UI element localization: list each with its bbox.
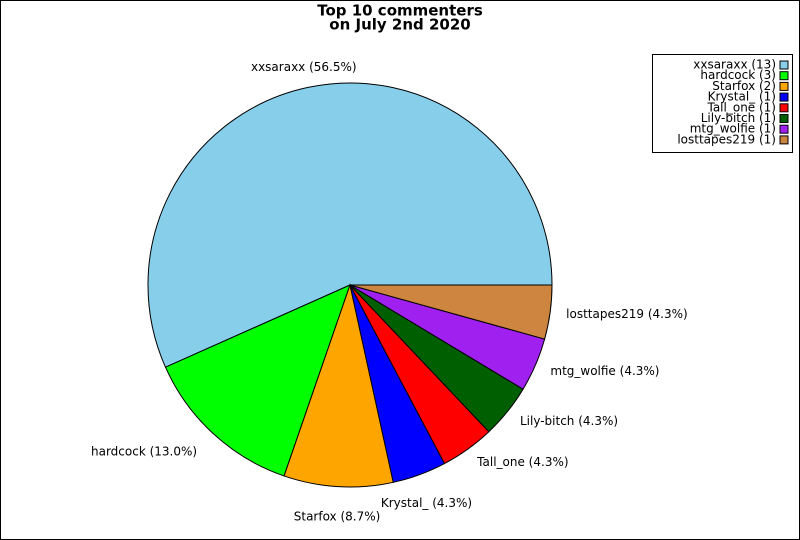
- legend-swatch: [779, 135, 789, 145]
- legend-label: xxsaraxx (13): [693, 58, 776, 72]
- slice-label: Starfox (8.7%): [294, 509, 381, 523]
- pie-slice: [147, 82, 553, 368]
- legend-label: Krystal_ (1): [708, 90, 776, 104]
- pie-slice: [349, 284, 553, 340]
- legend-label: losttapes219 (1): [677, 132, 776, 146]
- legend-label: Lily-bitch (1): [701, 111, 776, 125]
- slice-label: mtg_wolfie (4.3%): [550, 364, 659, 378]
- chart-title: Top 10 commenters: [317, 2, 483, 20]
- slice-label: losttapes219 (4.3%): [566, 307, 688, 321]
- legend-swatch: [779, 81, 789, 91]
- legend-swatch: [779, 103, 789, 113]
- slice-label: xxsaraxx (56.5%): [251, 60, 357, 74]
- legend-swatch: [779, 71, 789, 81]
- legend-label: Tall_one (1): [706, 100, 776, 114]
- legend-swatch: [779, 124, 789, 134]
- legend-swatch: [779, 114, 789, 123]
- legend-swatch: [779, 60, 789, 70]
- slice-label: Lily-bitch (4.3%): [520, 414, 618, 428]
- legend-label: Starfox (2): [712, 79, 776, 93]
- slice-label: Tall_one (4.3%): [476, 455, 568, 469]
- slice-label: hardcock (13.0%): [91, 444, 197, 458]
- slice-label: Krystal_ (4.3%): [381, 496, 472, 510]
- legend-swatch: [779, 92, 789, 102]
- pie-slice: [164, 284, 351, 477]
- pie-slice: [283, 283, 394, 488]
- chart-subtitle: on July 2nd 2020: [329, 16, 470, 34]
- legend-label: hardcock (3): [700, 68, 776, 82]
- legend-label: mtg_wolfie (1): [690, 122, 776, 136]
- legend-box: [652, 54, 793, 153]
